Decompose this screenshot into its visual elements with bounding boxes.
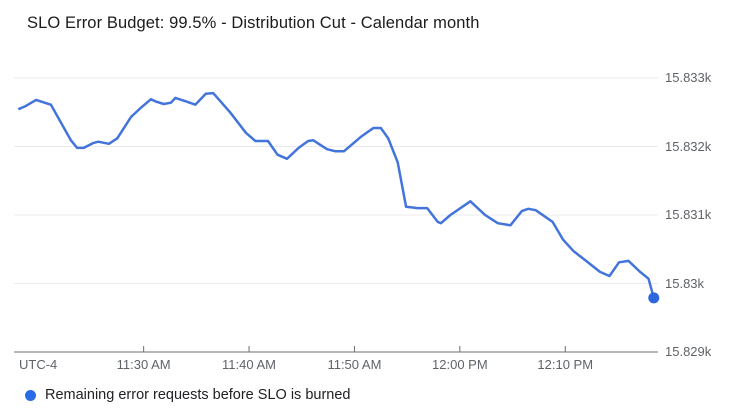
legend-series-dot	[25, 389, 36, 401]
y-axis-label: 15.83k	[665, 275, 705, 291]
x-axis-label: 11:50 AM	[327, 357, 382, 372]
chart-title: SLO Error Budget: 99.5% - Distribution C…	[27, 14, 480, 32]
x-axis-label: 11:40 AM	[222, 357, 277, 372]
series-endpoint-dot	[648, 292, 660, 304]
y-axis-label: 15.829k	[665, 344, 712, 359]
x-axis-label: 11:30 AM	[116, 357, 171, 372]
x-axis-label: 12:10 PM	[537, 357, 594, 372]
utc-offset-label: UTC-4	[19, 357, 58, 372]
y-axis-label: 15.833k	[665, 70, 712, 85]
series-line	[18, 91, 656, 300]
y-axis-label: 15.832k	[665, 138, 712, 154]
x-axis-label: 12:00 PM	[432, 357, 488, 372]
legend-item[interactable]: Remaining error requests before SLO is b…	[25, 387, 350, 403]
y-axis-label: 15.831k	[665, 207, 712, 222]
legend-series-label: Remaining error requests before SLO is b…	[45, 387, 351, 403]
